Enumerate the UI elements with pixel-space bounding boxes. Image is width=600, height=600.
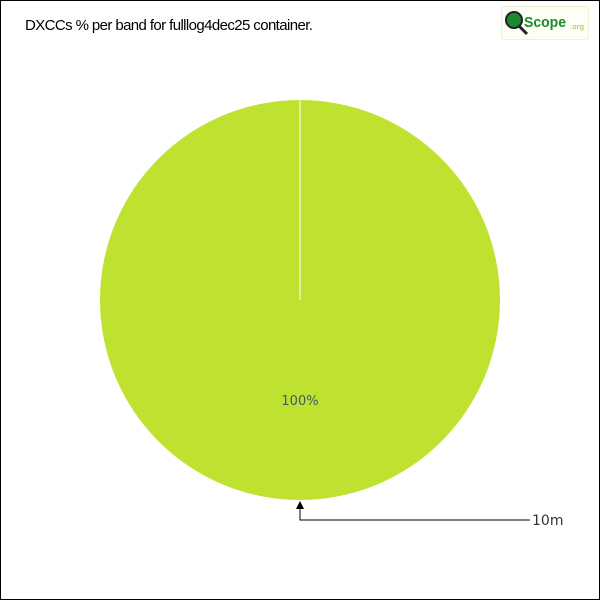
logo-graphic: Scope .org: [505, 11, 584, 36]
qscope-logo[interactable]: Scope .org: [501, 6, 589, 40]
slice-band-label: 10m: [532, 513, 563, 529]
slice-percent-label: 100%: [281, 394, 318, 409]
svg-text:Scope: Scope: [524, 14, 566, 31]
chart-title: DXCCs % per band for fulllog4dec25 conta…: [25, 17, 313, 34]
callout-line: [299, 509, 530, 521]
svg-text:.org: .org: [570, 23, 584, 31]
callout-arrow: [296, 501, 304, 509]
